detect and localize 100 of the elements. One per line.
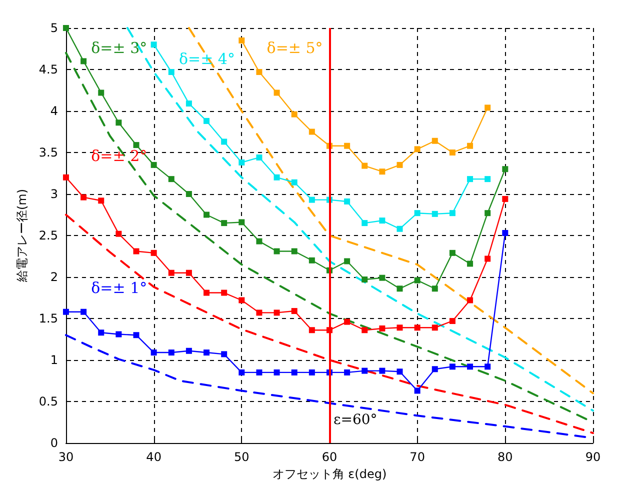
point	[396, 226, 403, 232]
point	[414, 388, 420, 394]
point	[396, 162, 403, 168]
point	[379, 368, 386, 374]
point	[362, 327, 368, 334]
y-tick-label: 1	[50, 353, 58, 367]
point	[186, 191, 192, 197]
point	[98, 90, 104, 96]
point	[80, 58, 87, 64]
point	[186, 100, 192, 107]
point	[204, 290, 210, 296]
point	[133, 332, 140, 338]
point	[291, 179, 298, 186]
point	[150, 42, 157, 48]
point	[150, 350, 157, 356]
point	[116, 331, 122, 338]
point	[432, 286, 438, 292]
y-tick-label: 2	[50, 270, 58, 284]
point	[274, 248, 280, 254]
line-series	[126, 27, 594, 412]
point	[396, 324, 403, 331]
point	[291, 111, 298, 118]
x-tick-label: 90	[585, 450, 601, 464]
point	[291, 308, 298, 314]
y-tick-label: 4	[50, 104, 58, 118]
point	[308, 128, 315, 135]
point	[379, 274, 386, 281]
point	[467, 142, 474, 149]
point	[62, 308, 69, 315]
point	[256, 68, 262, 75]
point	[168, 68, 174, 75]
point	[414, 210, 420, 216]
point	[308, 327, 315, 334]
point	[414, 277, 420, 284]
point	[168, 270, 174, 276]
point	[274, 90, 280, 96]
point	[344, 369, 350, 376]
point	[98, 198, 104, 204]
point	[291, 369, 298, 376]
series-label: δ=± 4°	[178, 50, 235, 68]
point	[221, 351, 228, 358]
x-tick-label: 80	[498, 450, 513, 464]
point	[484, 104, 491, 111]
point	[414, 324, 420, 331]
point	[449, 150, 456, 156]
point	[168, 350, 174, 356]
point	[308, 369, 315, 376]
point	[502, 230, 508, 236]
point	[291, 248, 298, 254]
point	[204, 212, 210, 218]
point	[308, 196, 315, 203]
point	[221, 138, 228, 145]
point	[484, 256, 491, 262]
point	[484, 364, 491, 370]
point	[379, 168, 386, 175]
point	[362, 368, 368, 374]
point	[150, 250, 157, 256]
point	[344, 318, 350, 325]
series-label: δ=± 1°	[91, 279, 148, 298]
point	[133, 142, 140, 148]
point	[502, 166, 508, 172]
point	[238, 219, 245, 226]
point	[379, 218, 386, 224]
point	[133, 248, 140, 254]
x-tick-label: 70	[410, 450, 425, 464]
point	[362, 276, 368, 282]
point	[502, 196, 508, 202]
point	[484, 176, 491, 182]
point	[186, 270, 192, 276]
series-label: δ=± 5°	[266, 39, 323, 58]
point	[467, 260, 474, 267]
point	[62, 174, 69, 180]
point	[362, 220, 368, 226]
point	[238, 37, 245, 44]
point	[238, 369, 245, 376]
point	[116, 230, 122, 237]
x-tick-label: 40	[146, 450, 162, 464]
y-axis-title: 給電アレー径(m)	[15, 188, 29, 284]
point	[221, 290, 228, 296]
point	[432, 324, 438, 331]
point	[467, 176, 474, 182]
y-tick-label: 3	[50, 187, 58, 201]
point	[308, 257, 315, 264]
x-tick-label: 60	[322, 450, 338, 464]
point	[449, 318, 456, 324]
point	[432, 210, 438, 217]
y-tick-label: 5	[50, 21, 58, 35]
point	[344, 142, 350, 149]
point	[256, 369, 262, 376]
y-tick-label: 1.5	[38, 312, 58, 326]
y-tick-label: 0.5	[38, 394, 58, 408]
point	[344, 198, 350, 204]
y-tick-label: 2.5	[38, 228, 58, 242]
y-tick-label: 4.5	[38, 62, 58, 76]
point	[256, 310, 262, 316]
point	[80, 308, 87, 315]
point	[432, 138, 438, 144]
point	[256, 154, 262, 160]
point	[98, 330, 104, 336]
point	[379, 325, 386, 332]
